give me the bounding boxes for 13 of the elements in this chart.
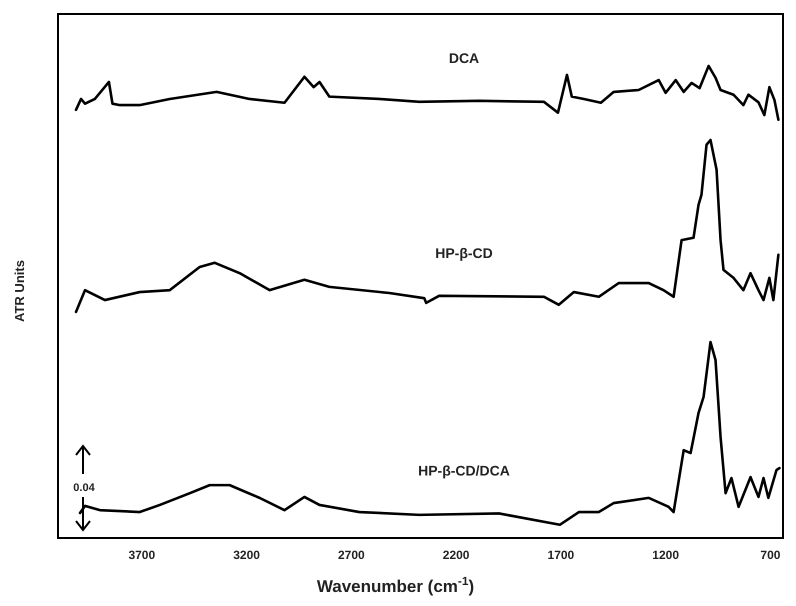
x-tick-label: 1700 xyxy=(548,548,575,562)
x-tick-label: 700 xyxy=(760,548,781,562)
y-axis-title: ATR Units xyxy=(12,260,27,322)
text: HP-β-CD xyxy=(435,244,493,261)
x-axis-title: Wavenumber (cm$^{-1}$) xyxy=(316,574,474,596)
annotation: 0.04 xyxy=(73,482,96,494)
x-tick-label: 2700 xyxy=(338,548,366,562)
text: DCA xyxy=(448,50,480,66)
x-tick-label: 1200 xyxy=(652,548,680,562)
text: HP-β-CD/DCA xyxy=(418,462,510,478)
x-tick-label: 3700 xyxy=(128,548,156,562)
x-tick-label: 2200 xyxy=(442,548,470,562)
x-tick-label: 3200 xyxy=(233,548,260,562)
